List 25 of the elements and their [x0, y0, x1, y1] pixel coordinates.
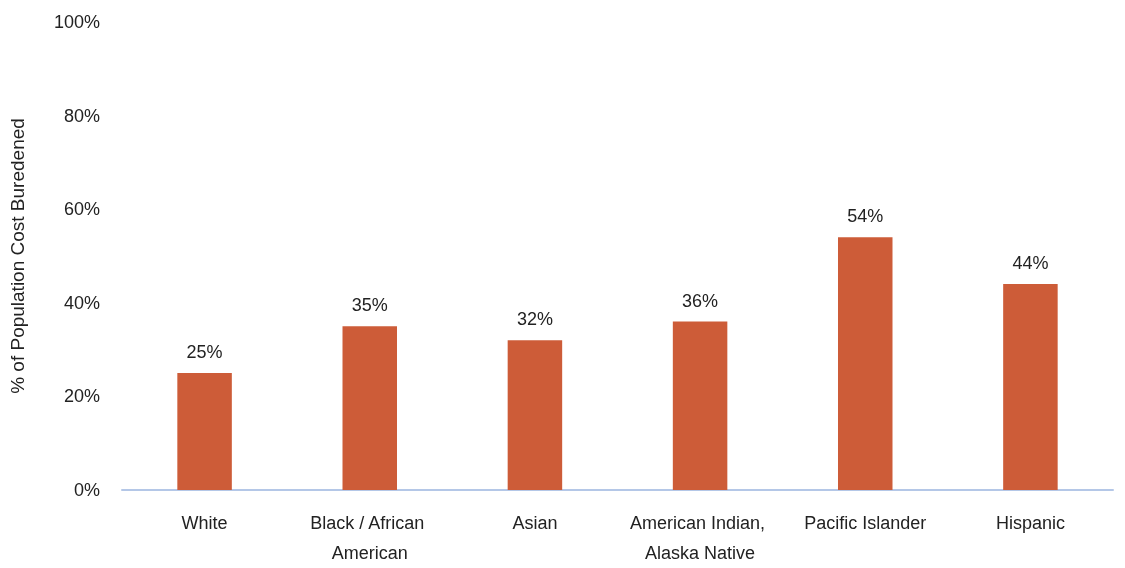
y-tick-label: 100% [53, 12, 100, 32]
data-label: 32% [516, 309, 553, 330]
y-tick-label: 40% [63, 292, 100, 313]
bar [672, 321, 728, 490]
y-axis-title: % of Population Cost Buredened [7, 118, 28, 394]
bar [177, 373, 232, 490]
bar [838, 237, 893, 490]
x-tick-label: Hispanic [995, 513, 1065, 533]
y-tick-label: 20% [63, 386, 100, 407]
data-label: 35% [351, 295, 388, 316]
y-tick-label: 0% [73, 480, 100, 500]
y-tick-label: 80% [63, 105, 100, 126]
x-tick-label: American Indian, Alaska Native [630, 513, 771, 563]
x-tick-label: Pacific Islander [804, 513, 927, 533]
data-label: 44% [1012, 253, 1049, 274]
bar [342, 326, 397, 490]
data-label: 54% [847, 206, 884, 227]
bar [1003, 284, 1058, 490]
y-tick-label: 60% [63, 199, 100, 220]
bar [507, 340, 563, 490]
x-tick-label: Black / African American [310, 513, 430, 563]
x-tick-label: White [181, 513, 228, 533]
data-label: 25% [186, 342, 223, 362]
x-tick-label: Asian [512, 513, 558, 533]
data-label: 36% [682, 290, 719, 311]
